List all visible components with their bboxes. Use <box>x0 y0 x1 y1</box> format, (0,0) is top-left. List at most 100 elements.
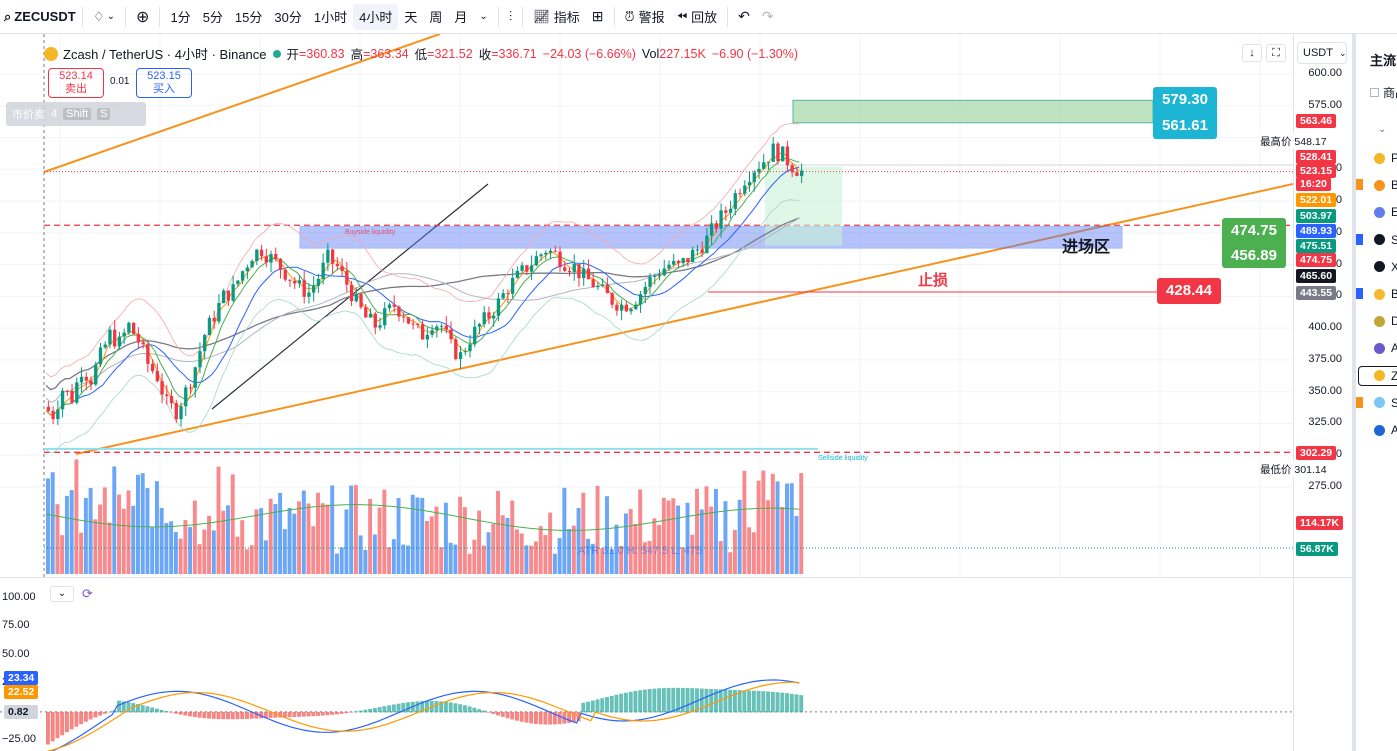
watchlist-item[interactable]: S <box>1374 393 1397 413</box>
watchlist-item[interactable]: Z <box>1358 365 1397 386</box>
histogram-bar <box>595 699 600 713</box>
group-toggle[interactable]: ⌄ <box>1378 124 1387 135</box>
watchlist-item[interactable]: D <box>1374 311 1397 331</box>
entry-box[interactable]: 474.75 456.89 <box>1222 218 1286 268</box>
undo-button[interactable]: ↶ <box>732 4 756 30</box>
flag-icon[interactable] <box>1356 396 1363 408</box>
candle-body <box>411 323 415 325</box>
watchlist-title[interactable]: 主流币 <box>1370 53 1397 68</box>
price-axis[interactable]: 600.00575.00525.00500.00475.00450.00425.… <box>1258 34 1352 751</box>
price-pane[interactable] <box>0 34 1293 577</box>
histogram-bar <box>306 711 311 717</box>
templates-button[interactable]: ⊞ <box>586 4 610 30</box>
histogram-bar <box>491 711 496 714</box>
volume-bar <box>330 485 335 574</box>
watchlist-item[interactable]: B <box>1374 284 1397 304</box>
interval-30m[interactable]: 30分 <box>274 10 302 25</box>
watchlist-item[interactable]: E <box>1374 202 1397 222</box>
currency-select[interactable]: USDT ⌄ <box>1297 42 1347 64</box>
candle-body <box>288 279 292 281</box>
volume-bar <box>590 543 595 574</box>
volume-bar <box>311 526 316 574</box>
stop-loss-box[interactable]: 428.44 <box>1157 278 1221 304</box>
volume-bar <box>571 525 576 574</box>
price-tag: 563.46 <box>1296 114 1337 128</box>
watchlist-item[interactable]: X <box>1374 257 1397 277</box>
oscillator-pane[interactable]: ⌄ ⟳ 100.0075.0050.0025.00−25.0023.3422.5… <box>0 577 1352 751</box>
volume-bar <box>756 480 761 574</box>
maximize-button[interactable]: ⛶ <box>1266 44 1286 62</box>
candle-body <box>397 306 401 317</box>
arrow-down-button[interactable]: ↓ <box>1242 44 1262 62</box>
watchlist-item[interactable]: A <box>1374 338 1397 358</box>
volume-bar <box>188 527 193 574</box>
buy-button[interactable]: 523.15 买入 <box>136 68 192 98</box>
interval-1m[interactable]: 1分 <box>170 10 191 25</box>
candle-body <box>179 406 183 420</box>
indicators-label: 指标 <box>553 10 580 25</box>
interval-dropdown[interactable]: ⌄ <box>473 4 493 30</box>
interval-5m[interactable]: 5分 <box>202 10 223 25</box>
refresh-button[interactable]: ⟳ <box>82 586 93 602</box>
add-symbol-button[interactable]: ⊕ <box>130 4 155 30</box>
histogram-bar <box>477 709 482 713</box>
redo-button[interactable]: ↷ <box>756 4 780 30</box>
candle-body <box>600 284 605 286</box>
buy-label: 买入 <box>153 83 175 95</box>
sell-button[interactable]: 523.14 卖出 <box>48 68 104 98</box>
watchlist-item[interactable]: A <box>1374 420 1397 440</box>
watchlist-item[interactable]: B <box>1374 175 1397 195</box>
candle-body <box>316 278 321 286</box>
volume-bar <box>282 529 287 574</box>
histogram-bar <box>192 711 197 718</box>
flag-icon[interactable] <box>1356 179 1363 191</box>
replay-button[interactable]: ⏪︎ 回放 <box>671 4 723 30</box>
histogram-bar <box>188 711 193 717</box>
collapse-button[interactable]: ⌄ <box>50 586 74 602</box>
flag-icon[interactable] <box>1356 233 1363 245</box>
interval-1mo[interactable]: 月 <box>454 10 468 25</box>
candle-body <box>638 294 643 305</box>
flag-icon[interactable] <box>1356 288 1363 299</box>
watch-dropdown[interactable]: ♢ ⌄ <box>87 4 121 30</box>
histogram-bar <box>320 711 325 716</box>
chart-type-button[interactable]: ⫶ <box>503 4 519 30</box>
alert-button[interactable]: ⏰︎ 警报 <box>619 4 671 30</box>
histogram-bar <box>240 711 245 720</box>
column-symbol-label: 商品代码 <box>1383 86 1397 100</box>
watchlist-item[interactable]: S <box>1374 230 1397 250</box>
symbol-search[interactable]: ⌕ ZECUSDT <box>0 4 78 30</box>
watchlist-item[interactable]: P <box>1374 148 1397 168</box>
coin-icon <box>1374 152 1385 164</box>
histogram-bar <box>207 711 212 719</box>
histogram-bar <box>330 711 335 715</box>
candle-body <box>203 335 207 352</box>
volume-bar <box>121 508 126 574</box>
candle-body <box>368 313 373 318</box>
chart-area[interactable]: Zcash / TetherUS · 4小时 · Binance 开 =360.8… <box>0 34 1352 751</box>
histogram-bar <box>396 703 401 713</box>
interval-1w[interactable]: 周 <box>429 10 443 25</box>
candle-body <box>487 312 491 319</box>
volume-bar <box>723 501 728 574</box>
volume-bar <box>586 538 591 574</box>
histogram-bar <box>448 702 453 713</box>
volume-bar <box>671 498 676 574</box>
price-tag: 443.55 <box>1296 286 1337 300</box>
histogram-bar <box>55 711 60 739</box>
price-tag: 16:20 <box>1296 177 1331 191</box>
pane-controls: ↓ ⛶ <box>1242 44 1286 62</box>
replay-label: 回放 <box>691 10 718 25</box>
volume-bar <box>287 507 292 574</box>
target-box[interactable]: 579.30 561.61 <box>1153 87 1217 139</box>
interval-15m[interactable]: 15分 <box>234 10 263 25</box>
indicators-button[interactable]: 📈︎ 指标 <box>527 4 586 30</box>
candle-body <box>624 304 629 312</box>
interval-1d[interactable]: 天 <box>404 10 418 25</box>
candle-body <box>335 263 340 267</box>
interval-4h[interactable]: 4小时 <box>353 3 399 30</box>
interval-1h[interactable]: 1小时 <box>313 10 348 25</box>
plus-circle-icon: ⊕ <box>136 8 150 26</box>
checkbox[interactable] <box>1370 88 1379 97</box>
volume-bar <box>799 473 804 574</box>
